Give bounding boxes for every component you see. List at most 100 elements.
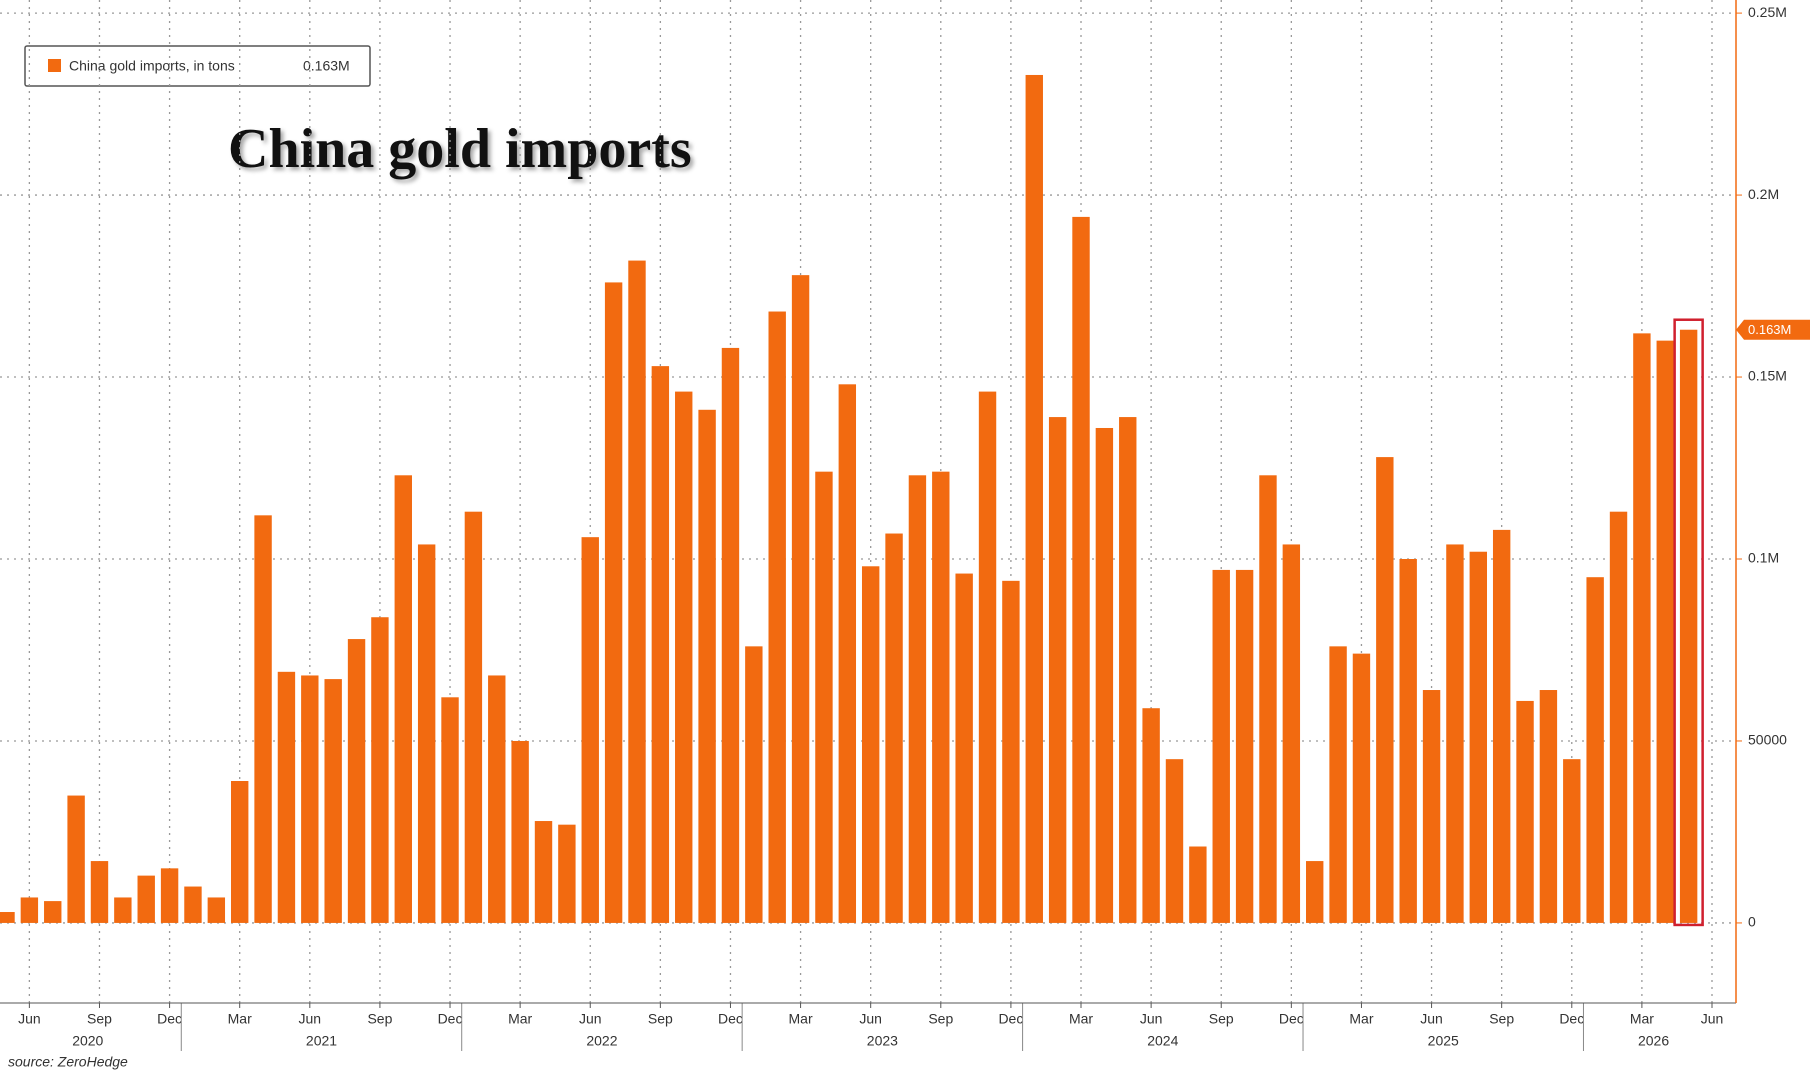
bar	[558, 824, 576, 923]
bar	[1095, 427, 1114, 923]
bar	[137, 875, 155, 923]
bar	[1376, 457, 1394, 923]
bar	[488, 675, 506, 923]
x-tick-label: Jun	[299, 1011, 322, 1027]
bar	[721, 347, 740, 923]
x-tick-label: Jun	[1140, 1011, 1163, 1027]
bar	[815, 471, 833, 923]
y-tick-label: 0.2M	[1748, 186, 1779, 202]
x-tick-label: Dec	[1559, 1011, 1584, 1027]
bar	[301, 675, 319, 923]
bar	[1563, 759, 1581, 923]
bar	[67, 795, 85, 923]
x-year-label: 2020	[72, 1033, 103, 1049]
bar	[932, 471, 950, 923]
legend-box	[24, 45, 371, 87]
bar	[1586, 577, 1604, 923]
bar	[441, 697, 459, 923]
bar	[978, 391, 997, 923]
bar	[1119, 417, 1137, 923]
y-tick-label: 0.1M	[1748, 550, 1779, 566]
y-tick-label: 0	[1748, 914, 1756, 930]
x-year-label: 2024	[1147, 1033, 1178, 1049]
x-tick-label: Mar	[228, 1011, 252, 1027]
bar	[1492, 529, 1511, 923]
x-tick-label: Sep	[367, 1011, 392, 1027]
x-tick-label: Sep	[928, 1011, 953, 1027]
bar	[1002, 580, 1020, 923]
x-tick-label: Sep	[1489, 1011, 1514, 1027]
bar	[1165, 759, 1184, 923]
bar	[1469, 551, 1488, 923]
bar	[1282, 544, 1301, 923]
bar	[160, 868, 179, 923]
x-tick-label: Jun	[1701, 1011, 1724, 1027]
x-tick-label: Dec	[1279, 1011, 1304, 1027]
bar	[838, 384, 857, 923]
bar	[0, 912, 15, 923]
bar	[1446, 544, 1464, 923]
bar	[1539, 690, 1558, 923]
x-tick-label: Dec	[157, 1011, 182, 1027]
legend-label: China gold imports, in tons	[69, 58, 235, 74]
bar	[1142, 708, 1160, 923]
bar	[1189, 846, 1207, 923]
bar	[604, 282, 623, 923]
bar	[371, 617, 389, 923]
bar	[511, 740, 529, 923]
bar	[1025, 74, 1043, 923]
bar	[861, 566, 880, 923]
x-tick-label: Jun	[18, 1011, 41, 1027]
bar	[254, 515, 272, 923]
x-tick-label: Sep	[87, 1011, 112, 1027]
bar	[1633, 333, 1651, 923]
bar	[324, 679, 342, 923]
x-year-label: 2025	[1428, 1033, 1459, 1049]
bar	[1329, 646, 1347, 923]
bar	[394, 475, 412, 923]
x-tick-label: Mar	[789, 1011, 813, 1027]
bar	[1259, 475, 1277, 923]
bar	[1212, 569, 1230, 923]
bar	[464, 511, 483, 923]
y-tick-label: 0.25M	[1748, 4, 1787, 20]
highlight-box	[1673, 318, 1704, 927]
legend-swatch	[48, 59, 61, 72]
last-value-label: 0.163M	[1748, 322, 1791, 337]
bar	[1422, 690, 1441, 923]
x-tick-label: Dec	[998, 1011, 1023, 1027]
source: source: ZeroHedge	[8, 1054, 128, 1070]
bar	[184, 886, 202, 923]
x-tick-label: Sep	[1209, 1011, 1234, 1027]
bar	[417, 544, 436, 923]
x-year-label: 2026	[1638, 1033, 1669, 1049]
bar	[1516, 700, 1534, 923]
x-tick-label: Mar	[1349, 1011, 1373, 1027]
y-tick-label: 0.15M	[1748, 368, 1787, 384]
bar	[1352, 653, 1371, 923]
bar	[1306, 861, 1324, 923]
bar	[1679, 329, 1698, 923]
bar	[114, 897, 132, 923]
bar	[20, 897, 39, 923]
bar	[768, 311, 786, 923]
x-tick-label: Mar	[1630, 1011, 1654, 1027]
bar	[651, 366, 670, 923]
x-year-label: 2021	[306, 1033, 337, 1049]
x-tick-label: Jun	[1420, 1011, 1443, 1027]
x-tick-label: Mar	[1069, 1011, 1093, 1027]
bar	[908, 475, 927, 923]
bar	[1072, 216, 1090, 923]
bar	[1656, 340, 1674, 923]
bar	[698, 409, 716, 923]
bar	[207, 897, 226, 923]
legend-value: 0.163M	[303, 58, 350, 74]
bar	[277, 671, 296, 923]
bar	[791, 275, 810, 923]
bar	[1048, 417, 1067, 923]
x-year-label: 2022	[586, 1033, 617, 1049]
bar	[675, 391, 693, 923]
x-tick-label: Dec	[718, 1011, 743, 1027]
x-tick-label: Sep	[648, 1011, 673, 1027]
chart-title: China gold imports	[228, 118, 692, 180]
